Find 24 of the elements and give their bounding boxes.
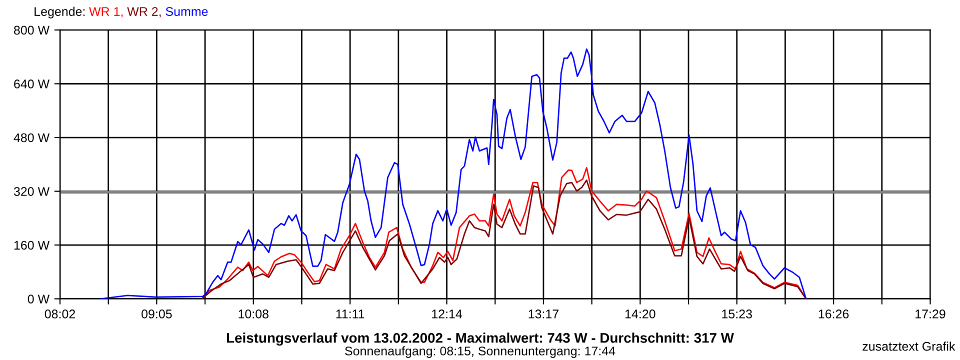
x-tick-label: 11:11	[336, 310, 364, 318]
line-series	[100, 48, 807, 299]
x-tick-label: 09:05	[142, 310, 172, 318]
x-tick-label: 14:20	[625, 310, 656, 318]
legend-title: Legende:	[34, 6, 85, 18]
text: Sonnenaufgang: 08:15, Sonnenuntergang: 17:44	[345, 346, 616, 358]
x-tick-label: 15:23	[722, 310, 752, 318]
x-tick-label: 10:08	[238, 310, 268, 318]
text: WR 2,	[127, 7, 161, 18]
x-tick-label: 12:14	[432, 310, 462, 318]
y-tick-label: 800 W	[14, 26, 50, 35]
y-tick-label: 480 W	[14, 133, 50, 142]
text: Leistungsverlauf vom 13.02.2002 - Maximalwert: 743 W - Durchschnitt: 317 W	[227, 332, 734, 346]
x-tick-label: 17:29	[916, 310, 946, 318]
x-tick-label: 16:26	[818, 310, 849, 318]
y-tick-label: 160 W	[14, 240, 50, 250]
y-tick-label: 320 W	[14, 187, 50, 196]
y-tick-label: 0 W	[28, 294, 50, 304]
y-tick-label: 640 W	[14, 80, 50, 88]
text: zusatztext Grafik	[862, 342, 956, 351]
text: Summe	[166, 7, 208, 16]
x-tick-label: 13:17	[528, 310, 558, 318]
text: WR 1,	[89, 7, 123, 18]
x-tick-label: 08:02	[44, 310, 76, 318]
